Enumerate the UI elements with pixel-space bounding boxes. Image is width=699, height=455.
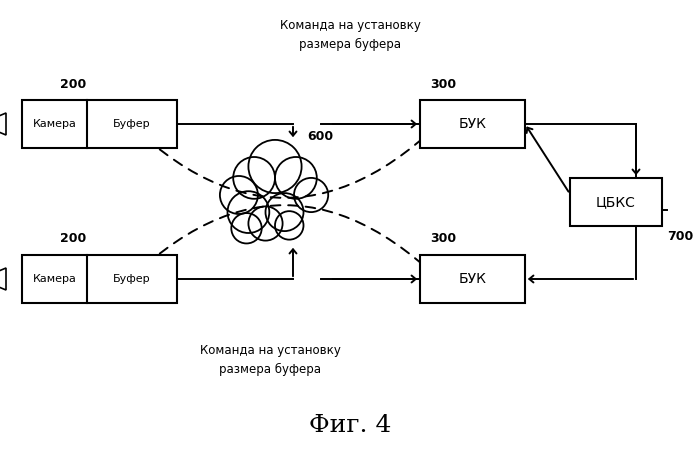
Text: БУК: БУК (459, 272, 487, 286)
Circle shape (294, 178, 329, 212)
Text: 600: 600 (307, 131, 333, 143)
Text: Команда на установку
размера буфера: Команда на установку размера буфера (199, 344, 340, 375)
Text: 300: 300 (430, 77, 456, 91)
Circle shape (227, 191, 269, 233)
Text: БУК: БУК (459, 117, 487, 131)
Bar (22, 255, 177, 303)
Text: Буфер: Буфер (113, 274, 151, 284)
Bar (570, 178, 662, 226)
Text: Команда на установку
размера буфера: Команда на установку размера буфера (280, 20, 420, 51)
Circle shape (266, 193, 303, 231)
Text: 200: 200 (60, 77, 86, 91)
Bar (420, 100, 525, 148)
Circle shape (233, 157, 275, 199)
Text: Камера: Камера (33, 119, 76, 129)
Bar (420, 255, 525, 303)
Circle shape (248, 207, 282, 241)
Text: 700: 700 (667, 229, 693, 243)
Circle shape (220, 176, 258, 214)
Polygon shape (0, 113, 6, 135)
Circle shape (231, 213, 261, 243)
Text: 300: 300 (430, 233, 456, 246)
Text: Фиг. 4: Фиг. 4 (309, 414, 391, 436)
Circle shape (275, 211, 303, 240)
Text: ЦБКС: ЦБКС (596, 195, 636, 209)
Bar (22, 100, 177, 148)
Circle shape (248, 140, 301, 193)
Text: Буфер: Буфер (113, 119, 151, 129)
Circle shape (275, 157, 317, 199)
Text: 200: 200 (60, 233, 86, 246)
Polygon shape (0, 268, 6, 290)
Text: Камера: Камера (33, 274, 76, 284)
